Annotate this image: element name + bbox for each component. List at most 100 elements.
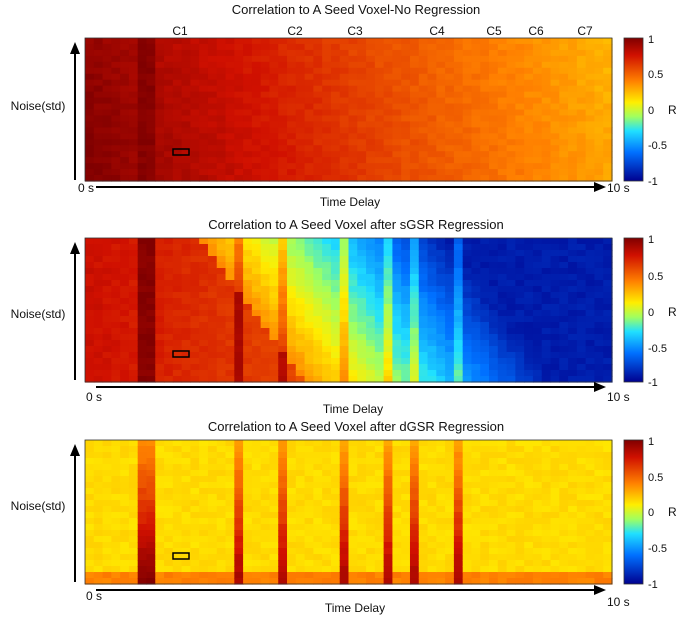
heatmap-cell	[471, 352, 481, 359]
heatmap-cell	[207, 530, 218, 537]
heatmap-cell	[120, 316, 130, 323]
heatmap-cell	[120, 494, 130, 501]
panel-2: Correlation to A Seed Voxel after sGSR R…	[11, 217, 677, 416]
heatmap-cell	[190, 328, 200, 335]
heatmap-cell	[550, 73, 560, 81]
panel-3-seed-marker	[172, 552, 190, 560]
heatmap-cell	[260, 97, 271, 105]
heatmap-cell	[576, 494, 587, 501]
heatmap-cell	[506, 524, 516, 531]
heatmap-cell	[243, 55, 253, 63]
heatmap-cell	[436, 163, 446, 170]
heatmap-cell	[550, 452, 560, 459]
heatmap-cell	[93, 530, 104, 537]
heatmap-cell	[409, 482, 420, 489]
heatmap-cell	[295, 256, 306, 263]
heatmap-cell	[155, 121, 165, 128]
heatmap-cell	[436, 554, 446, 561]
heatmap-cell	[401, 566, 411, 573]
heatmap-cell	[348, 244, 358, 251]
heatmap-cell	[304, 244, 314, 251]
heatmap-cell	[304, 163, 314, 170]
heatmap-cell	[128, 518, 139, 525]
heatmap-cell	[234, 274, 244, 281]
heatmap-cell	[357, 452, 367, 459]
heatmap-cell	[532, 262, 543, 269]
heatmap-cell	[172, 157, 183, 164]
heatmap-cell	[146, 566, 156, 573]
heatmap-cell	[234, 157, 244, 164]
heatmap-cell	[445, 139, 455, 146]
heatmap-cell	[287, 578, 297, 585]
heatmap-cell	[225, 328, 235, 335]
heatmap-cell	[489, 554, 499, 561]
heatmap-cell	[532, 109, 543, 117]
heatmap-cell	[524, 250, 534, 257]
heatmap-cell	[409, 91, 420, 99]
heatmap-cell	[278, 67, 288, 75]
heatmap-cell	[497, 256, 508, 263]
heatmap-cell	[137, 554, 148, 561]
heatmap-cell	[128, 334, 139, 341]
heatmap-cell	[164, 145, 174, 152]
heatmap-cell	[234, 578, 244, 585]
heatmap-cell	[207, 500, 218, 507]
heatmap-cell	[172, 452, 183, 459]
heatmap-cell	[172, 43, 183, 51]
heatmap-cell	[427, 566, 437, 573]
heatmap-cell	[480, 115, 490, 123]
heatmap-cell	[392, 566, 402, 573]
heatmap-cell	[366, 169, 376, 176]
heatmap-cell	[489, 560, 499, 567]
heatmap-cell	[568, 145, 578, 152]
heatmap-cell	[85, 458, 95, 465]
heatmap-cell	[120, 578, 130, 585]
heatmap-cell	[93, 518, 104, 525]
heatmap-cell	[409, 274, 420, 281]
heatmap-cell	[401, 482, 411, 489]
heatmap-cell	[541, 115, 552, 123]
heatmap-cell	[418, 55, 429, 63]
heatmap-cell	[330, 364, 341, 371]
heatmap-cell	[260, 440, 271, 447]
heatmap-cell	[216, 244, 227, 251]
heatmap-cell	[287, 262, 297, 269]
panel-2-x-start: 0 s	[86, 390, 102, 404]
panel-3-x-arrowhead	[594, 585, 606, 595]
heatmap-cell	[330, 109, 341, 117]
heatmap-cell	[85, 322, 95, 329]
heatmap-cell	[181, 494, 191, 501]
heatmap-cell	[366, 121, 376, 128]
heatmap-cell	[304, 157, 314, 164]
heatmap-cell	[295, 109, 306, 117]
heatmap-cell	[120, 250, 130, 257]
heatmap-cell	[181, 524, 191, 531]
heatmap-cell	[576, 85, 587, 93]
heatmap-cell	[111, 298, 121, 305]
heatmap-cell	[489, 376, 499, 383]
heatmap-cell	[243, 73, 253, 81]
heatmap-cell	[383, 67, 394, 75]
heatmap-cell	[471, 494, 481, 501]
heatmap-cell	[559, 488, 569, 495]
heatmap-cell	[225, 133, 235, 140]
heatmap-cell	[401, 316, 411, 323]
heatmap-cell	[243, 139, 253, 146]
heatmap-cell	[409, 121, 420, 128]
heatmap-cell	[278, 298, 288, 305]
heatmap-cell	[366, 482, 376, 489]
heatmap-cell	[524, 506, 534, 513]
heatmap-cell	[243, 440, 253, 447]
heatmap-cell	[568, 488, 578, 495]
heatmap-cell	[287, 542, 297, 549]
heatmap-cell	[383, 554, 394, 561]
heatmap-cell	[603, 127, 613, 134]
heatmap-cell	[506, 578, 516, 585]
heatmap-cell	[172, 250, 183, 257]
heatmap-cell	[524, 566, 534, 573]
heatmap-cell	[532, 334, 543, 341]
heatmap-cell	[330, 103, 341, 111]
heatmap-cell	[102, 151, 112, 158]
heatmap-cell	[330, 274, 341, 281]
heatmap-cell	[462, 121, 473, 128]
